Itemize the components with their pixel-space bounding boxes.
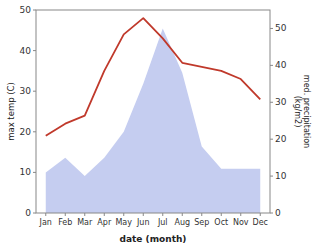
y2-axis-label-line: med. precipitation <box>302 75 311 148</box>
y-tick-label: 40 <box>20 46 32 56</box>
y-tick <box>33 91 36 92</box>
chart: 0 10 20 30 40 50 0 10 20 30 40 50 Jan Feb Mar AprMay Jun… <box>0 0 318 247</box>
y2-tick-label: 10 <box>275 171 287 181</box>
y-tick-label: 30 <box>20 86 32 96</box>
y2-tick <box>270 139 273 140</box>
x-tick-label: Jun <box>136 218 150 227</box>
y2-tick-label: 50 <box>275 23 287 33</box>
x-tick-label: Jul <box>157 218 168 227</box>
x-tick-label: Sep <box>194 218 209 227</box>
x-tick <box>221 213 222 216</box>
y2-tick <box>270 213 273 214</box>
y2-tick-label: 0 <box>275 208 281 218</box>
x-tick <box>65 213 66 216</box>
plot-area <box>46 18 261 213</box>
y2-tick <box>270 176 273 177</box>
y-tick-label: 0 <box>25 208 31 218</box>
x-tick-label: May <box>115 218 132 227</box>
x-tick <box>162 213 163 216</box>
y-tick <box>33 131 36 132</box>
y2-tick-label: 40 <box>275 60 287 70</box>
x-tick <box>240 213 241 216</box>
x-tick-label: Feb <box>58 218 72 227</box>
x-tick <box>104 213 105 216</box>
y2-tick <box>270 102 273 103</box>
x-tick-label: Nov <box>233 218 249 227</box>
y-tick-label: 20 <box>20 127 32 137</box>
y2-tick <box>270 65 273 66</box>
y-axis-label: max temp (C) <box>6 82 16 141</box>
x-tick <box>182 213 183 216</box>
y2-axis-label: med. precipitation(kg/m2) <box>293 75 311 148</box>
y-tick <box>33 10 36 11</box>
x-tick-label: Apr <box>97 218 112 227</box>
x-tick-label: Oct <box>214 218 228 227</box>
x-tick-label: Jan <box>39 218 52 227</box>
x-tick <box>201 213 202 216</box>
y-tick <box>33 172 36 173</box>
y2-tick-label: 20 <box>275 134 287 144</box>
y2-tick <box>270 28 273 29</box>
y2-tick-label: 30 <box>275 97 287 107</box>
x-axis-label: date (month) <box>120 234 187 244</box>
y-tick <box>33 50 36 51</box>
x-tick-label: Dec <box>253 218 268 227</box>
x-tick <box>260 213 261 216</box>
x-tick <box>84 213 85 216</box>
x-tick-label: Aug <box>174 218 190 227</box>
plot-frame <box>36 10 270 213</box>
x-tick <box>143 213 144 216</box>
temp-line <box>46 18 261 136</box>
y-tick-label: 50 <box>20 5 32 15</box>
x-tick <box>123 213 124 216</box>
x-tick <box>45 213 46 216</box>
y-tick <box>33 213 36 214</box>
x-tick-label: Mar <box>77 218 93 227</box>
precip-area <box>46 28 261 213</box>
y2-axis-label-line: (kg/m2) <box>293 96 302 128</box>
y-tick-label: 10 <box>20 167 32 177</box>
